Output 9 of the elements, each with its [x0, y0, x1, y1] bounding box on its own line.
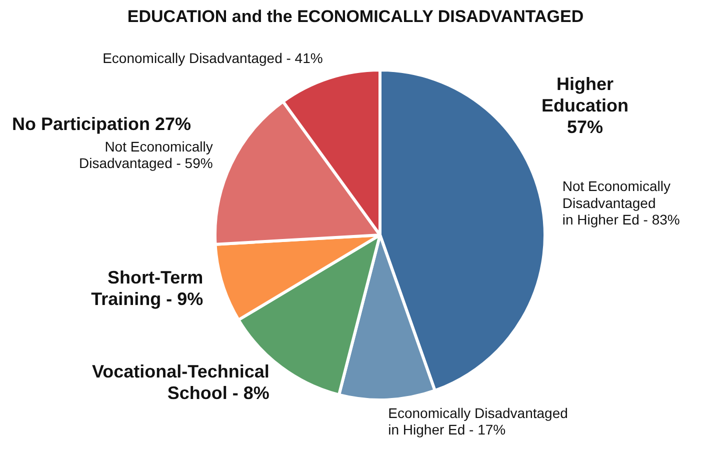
slice-label: Not Economically Disadvantaged in Higher Ed - 83% — [562, 178, 680, 228]
slice-label: Vocational-Technical School - 8% — [92, 361, 270, 403]
slice-label: Economically Disadvantaged in Higher Ed - 17% — [388, 404, 568, 438]
chart-title: EDUCATION and the ECONOMICALLY DISADVANTAGED — [127, 7, 584, 26]
text: Higher Education 57% — [541, 74, 629, 137]
slice-label: Economically Disadvantaged - 41% — [102, 50, 323, 66]
text: No Participation 27% — [12, 114, 192, 134]
slice-label: Short-Term Training - 9% — [91, 267, 204, 309]
slice-label: Not Economically Disadvantaged - 59% — [78, 138, 213, 171]
